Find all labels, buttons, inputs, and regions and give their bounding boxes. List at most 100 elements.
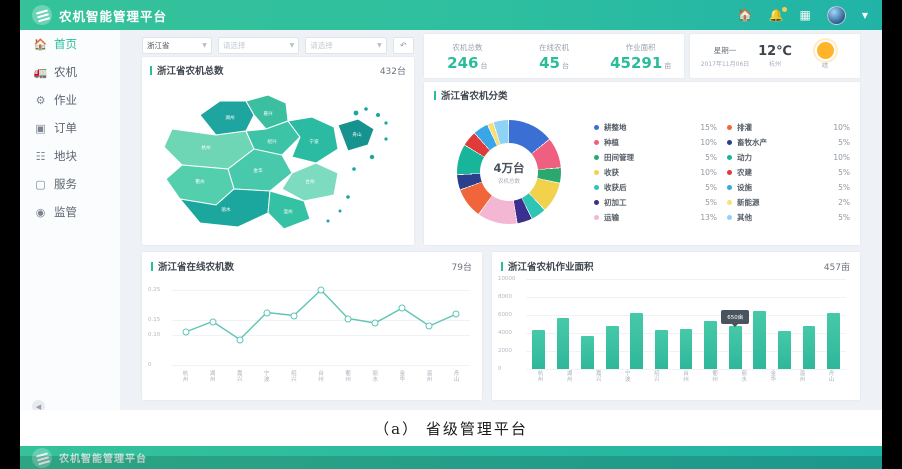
line-chart[interactable]: 0.25 0.15 0.10 0 杭州 湖州 嘉兴 宁波 绍兴 台州 衢州 丽水 金华 温州 舟山 xyxy=(142,273,482,385)
map-card-title-wrap: 浙江省农机总数 xyxy=(150,63,224,77)
kpi-unit: 亩 xyxy=(664,61,672,70)
zhejiang-map[interactable]: 湖州 嘉兴 杭州 绍兴 宁波 舟山 金华 台州 衢州 丽水 温州 xyxy=(142,77,414,239)
legend-item[interactable]: 初加工 5% xyxy=(594,195,717,210)
kpi-card: 农机总数 246 台 在线农机 45 台 作业面积 45291 亩 xyxy=(424,34,684,78)
data-point[interactable] xyxy=(182,328,190,336)
legend-color-dot xyxy=(727,169,732,175)
home-icon[interactable]: 🏠 xyxy=(737,8,753,22)
legend-item[interactable]: 收获后 5% xyxy=(594,180,717,195)
bar[interactable] xyxy=(753,310,767,369)
data-point[interactable] xyxy=(209,318,217,325)
legend-value: 10% xyxy=(833,122,850,132)
x-axis-label: 杭州 xyxy=(537,371,544,383)
legend-label: 动力 xyxy=(737,152,752,162)
bell-icon[interactable]: 🔔 xyxy=(768,7,787,22)
app-logo[interactable]: 农机智能管理平台 xyxy=(32,5,167,25)
legend-item[interactable]: 运输 13% xyxy=(594,210,717,225)
weather-condition: 晴 xyxy=(821,63,828,70)
bar[interactable] xyxy=(827,313,841,369)
map-card: 浙江省农机总数 432台 xyxy=(142,57,414,245)
county-select[interactable]: 请选择 ▼ xyxy=(305,36,387,54)
tractor-icon: 🚛 xyxy=(33,65,48,79)
apps-grid-icon[interactable]: ▦ xyxy=(799,8,811,22)
bar[interactable] xyxy=(556,317,570,369)
data-point[interactable] xyxy=(263,309,271,316)
bar-chart[interactable]: 10000 8000 6000 4000 2000 0 杭州 湖州 嘉兴 宁波 绍兴 台州 衢州 丽水 金华… xyxy=(492,273,860,385)
legend-item[interactable]: 排灌 10% xyxy=(727,120,850,135)
sidebar-item-orders[interactable]: ▣ 订单 xyxy=(20,114,120,142)
legend-label: 农建 xyxy=(737,167,752,177)
kpi-total-machines: 农机总数 246 台 xyxy=(424,42,511,71)
legend-label: 排灌 xyxy=(737,122,752,132)
weather-city: 杭州 xyxy=(768,61,781,68)
data-point[interactable] xyxy=(344,315,352,322)
weather-weekday: 星期一 xyxy=(713,45,737,55)
bar[interactable] xyxy=(581,335,594,369)
bar[interactable] xyxy=(654,330,668,369)
svg-text:绍兴: 绍兴 xyxy=(267,138,277,145)
gridline xyxy=(526,297,846,298)
machinery-category-card: 浙江省农机分类 4万台 农机总数 耕整地 15% 种植 10% 田间管理 5% 收获 10 xyxy=(424,82,860,245)
legend-item[interactable]: 其他 5% xyxy=(727,210,850,225)
sidebar-item-supervision[interactable]: ◉ 监管 xyxy=(20,198,120,226)
data-point[interactable] xyxy=(290,312,298,319)
legend-item[interactable]: 新能源 2% xyxy=(727,195,850,210)
sidebar-item-service[interactable]: ▢ 服务 xyxy=(20,170,120,198)
sidebar-collapse-button[interactable]: ◀ xyxy=(32,400,45,413)
gridline xyxy=(526,315,846,316)
x-axis-label: 绍兴 xyxy=(291,371,297,383)
legend-label: 新能源 xyxy=(737,197,760,207)
bar[interactable] xyxy=(802,325,816,369)
sidebar-item-tasks[interactable]: ⚙ 作业 xyxy=(20,86,120,114)
legend-value: 5% xyxy=(705,152,717,162)
bar[interactable] xyxy=(778,331,791,369)
field-icon: ☷ xyxy=(35,149,46,163)
bar[interactable] xyxy=(704,321,717,369)
legend-label: 畜牧水产 xyxy=(737,137,767,147)
legend-item[interactable]: 畜牧水产 5% xyxy=(727,135,850,150)
sidebar-item-home[interactable]: 🏠 首页 xyxy=(20,30,120,58)
bar[interactable] xyxy=(728,325,742,369)
chevron-down-icon[interactable]: ▼ xyxy=(861,10,868,20)
donut-chart-wrap[interactable]: 4万台 农机总数 xyxy=(424,120,594,224)
bar[interactable] xyxy=(605,325,619,369)
legend-color-dot xyxy=(727,214,732,220)
city-select[interactable]: 请选择 ▼ xyxy=(217,36,300,54)
bar[interactable] xyxy=(531,330,545,369)
line-card-metric: 79台 xyxy=(451,262,472,273)
sidebar-item-machinery[interactable]: 🚛 农机 xyxy=(20,58,120,86)
province-select[interactable]: 浙江省 ▼ xyxy=(142,36,212,54)
kpi-value-wrap: 246 台 xyxy=(424,55,511,71)
data-point[interactable] xyxy=(452,310,460,318)
y-axis-tick: 4000 xyxy=(498,330,512,336)
data-point[interactable] xyxy=(398,304,406,312)
donut-chart[interactable]: 4万台 农机总数 xyxy=(457,120,561,224)
svg-text:台州: 台州 xyxy=(305,178,315,185)
x-axis-label: 温州 xyxy=(799,371,806,383)
x-axis-label: 湖州 xyxy=(566,371,573,383)
legend-color-dot xyxy=(594,184,599,190)
x-axis-label: 绍兴 xyxy=(654,371,660,383)
weather-date: 2017年11月06日 xyxy=(700,60,750,68)
avatar[interactable] xyxy=(826,5,846,25)
data-point[interactable] xyxy=(425,322,433,330)
sidebar-item-label: 首页 xyxy=(54,37,77,51)
sidebar-item-label: 农机 xyxy=(54,65,77,79)
legend-item[interactable]: 收获 10% xyxy=(594,165,717,180)
legend-value: 5% xyxy=(838,212,850,222)
kpi-value: 45291 xyxy=(610,53,663,72)
reset-button[interactable]: ↶ xyxy=(392,36,414,54)
legend-item[interactable]: 田间管理 5% xyxy=(594,150,717,165)
data-point[interactable] xyxy=(317,286,325,294)
legend-item[interactable]: 动力 10% xyxy=(727,150,850,165)
data-point[interactable] xyxy=(371,319,379,327)
legend-item[interactable]: 种植 10% xyxy=(594,135,717,150)
sidebar-item-fields[interactable]: ☷ 地块 xyxy=(20,142,120,170)
legend-item[interactable]: 耕整地 15% xyxy=(594,120,717,135)
y-axis-tick: 0 xyxy=(498,366,502,372)
legend-item[interactable]: 农建 5% xyxy=(727,165,850,180)
legend-item[interactable]: 设施 5% xyxy=(727,180,850,195)
data-point[interactable] xyxy=(236,336,244,343)
bar[interactable] xyxy=(630,313,644,369)
bar[interactable] xyxy=(679,328,693,369)
